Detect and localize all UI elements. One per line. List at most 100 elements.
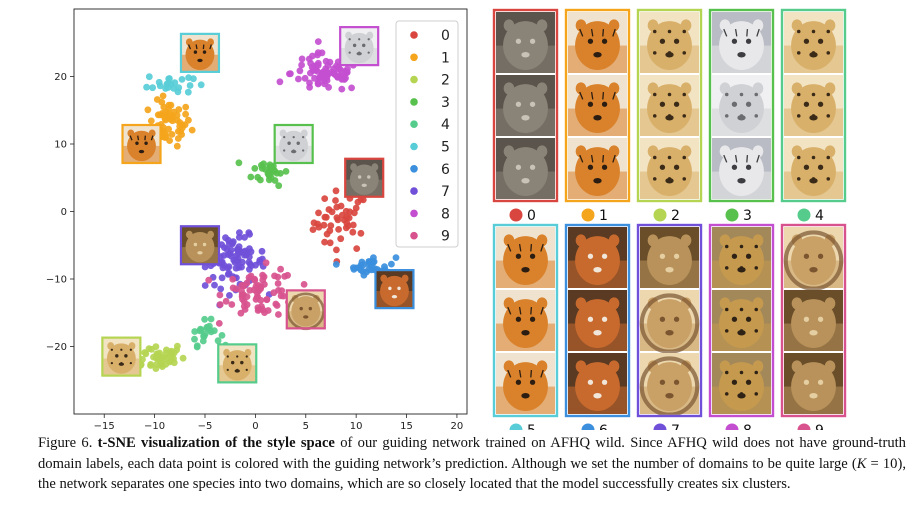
data-point-8 xyxy=(314,80,322,88)
y-tick-label: −20 xyxy=(46,342,67,353)
gallery-label: 8 xyxy=(743,423,752,430)
data-point-8 xyxy=(311,74,318,82)
plot-thumbnail-0 xyxy=(345,158,384,197)
data-point-5 xyxy=(171,79,179,87)
column-border xyxy=(492,223,559,418)
data-point-8 xyxy=(325,83,332,91)
y-tick-label: 10 xyxy=(54,140,67,151)
gallery-image xyxy=(496,353,555,414)
legend-label-8: 8 xyxy=(441,206,450,222)
gallery-image xyxy=(712,75,771,136)
gallery-image xyxy=(496,75,555,136)
column-border xyxy=(564,8,631,203)
legend-label-4: 4 xyxy=(441,117,450,133)
data-point-8 xyxy=(298,55,306,63)
data-point-9 xyxy=(259,276,267,284)
data-point-7 xyxy=(238,258,246,266)
plot-thumbnail-7 xyxy=(180,226,219,265)
data-point-9 xyxy=(232,285,240,293)
label-marker xyxy=(509,208,523,222)
data-point-6 xyxy=(360,261,367,269)
data-point-1 xyxy=(162,132,170,140)
data-point-3 xyxy=(251,165,259,172)
data-point-4 xyxy=(201,330,209,338)
data-point-1 xyxy=(182,110,190,118)
data-point-4 xyxy=(191,328,199,335)
data-point-1 xyxy=(165,125,173,133)
y-tick-label: 20 xyxy=(54,72,67,83)
gallery-image xyxy=(568,290,627,351)
data-point-6 xyxy=(368,257,376,265)
label-marker xyxy=(653,208,667,222)
data-point-4 xyxy=(191,335,198,343)
data-point-7 xyxy=(226,240,233,248)
caption-prefix: Figure 6. xyxy=(38,435,98,451)
data-point-8 xyxy=(309,52,316,60)
legend-label-9: 9 xyxy=(441,229,450,245)
gallery-image xyxy=(712,138,771,199)
data-point-7 xyxy=(222,234,229,242)
plot-thumbnail-6 xyxy=(375,270,414,309)
gallery-column-7: 7 xyxy=(636,223,703,430)
data-point-9 xyxy=(216,291,224,299)
gallery-column-4: 4 xyxy=(780,8,847,224)
data-point-1 xyxy=(165,110,172,117)
legend-label-7: 7 xyxy=(441,184,450,200)
data-point-8 xyxy=(306,83,313,91)
data-point-1 xyxy=(177,127,185,135)
data-point-8 xyxy=(314,38,322,45)
plot-thumbnail-2 xyxy=(102,337,141,376)
data-point-9 xyxy=(274,280,282,287)
thumbnail-border xyxy=(273,123,314,165)
plot-thumbnail-4 xyxy=(218,344,257,383)
data-point-0 xyxy=(333,246,340,254)
data-point-7 xyxy=(201,282,209,289)
data-point-8 xyxy=(326,58,334,66)
column-border xyxy=(708,223,775,418)
legend-label-2: 2 xyxy=(441,73,450,89)
legend-marker-2 xyxy=(410,75,418,84)
data-point-9 xyxy=(215,320,223,327)
label-marker xyxy=(581,208,595,222)
gallery-image xyxy=(568,138,627,199)
caption-text-1: of our guiding network trained on AFHQ w… xyxy=(38,435,906,472)
data-point-8 xyxy=(308,63,316,71)
scatter-points xyxy=(116,38,400,372)
data-point-3 xyxy=(271,168,278,175)
data-point-9 xyxy=(222,297,230,305)
data-point-9 xyxy=(246,287,254,294)
gallery-label: 1 xyxy=(599,208,608,224)
data-point-9 xyxy=(300,281,308,288)
x-tick-label: −15 xyxy=(94,421,115,430)
data-point-0 xyxy=(337,235,345,243)
data-point-9 xyxy=(228,301,236,308)
legend-label-3: 3 xyxy=(441,95,450,111)
data-point-4 xyxy=(203,324,211,332)
y-tick-label: −10 xyxy=(46,275,67,286)
data-point-5 xyxy=(178,76,186,83)
data-point-0 xyxy=(337,202,345,210)
data-point-7 xyxy=(211,281,218,289)
data-point-8 xyxy=(307,69,314,77)
data-point-9 xyxy=(262,259,270,267)
x-tick-label: −5 xyxy=(198,421,213,430)
gallery-image xyxy=(496,12,555,73)
gallery-image xyxy=(784,353,843,414)
data-point-1 xyxy=(161,115,169,122)
data-point-1 xyxy=(165,101,173,109)
thumbnail-border xyxy=(101,336,142,377)
data-point-5 xyxy=(149,84,157,92)
data-point-3 xyxy=(275,182,283,190)
data-point-2 xyxy=(147,361,155,368)
data-point-7 xyxy=(226,249,234,257)
data-point-1 xyxy=(174,135,182,142)
data-point-1 xyxy=(153,96,161,103)
data-point-7 xyxy=(236,229,243,237)
data-point-1 xyxy=(173,142,181,150)
data-point-7 xyxy=(231,258,239,266)
plot-thumbnail-1 xyxy=(122,125,161,163)
data-point-3 xyxy=(257,176,264,184)
data-point-6 xyxy=(357,266,365,274)
caption-variable: K xyxy=(856,455,867,472)
data-point-9 xyxy=(271,272,278,280)
